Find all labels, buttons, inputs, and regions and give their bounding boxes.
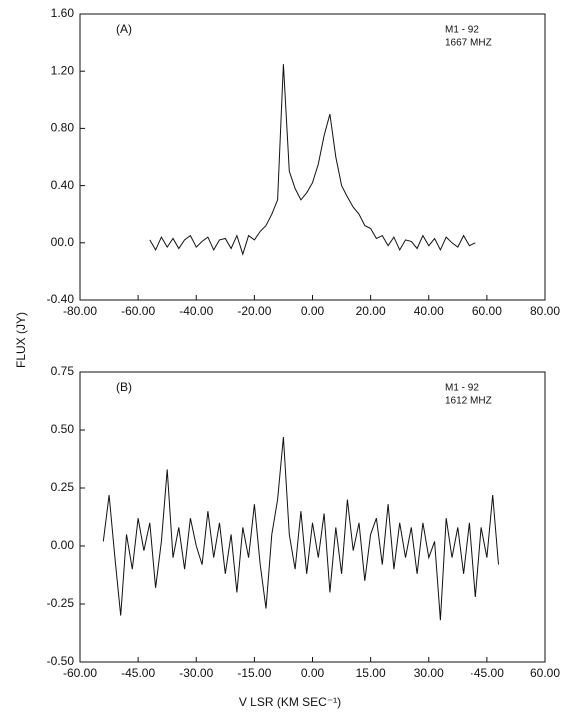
x-tick-label: 40.00 <box>414 304 444 318</box>
x-tick-label: 30.00 <box>414 666 444 680</box>
x-tick-label: 20.00 <box>356 304 386 318</box>
x-tick-label: 15.00 <box>356 666 386 680</box>
x-tick-label: 60.00 <box>530 666 560 680</box>
spectrum-line <box>149 64 476 256</box>
plot-frame <box>79 13 546 301</box>
panel-label: (A) <box>116 22 132 36</box>
x-tick-label: -80.00 <box>63 304 97 318</box>
y-tick-label: 0.40 <box>51 178 75 192</box>
y-tick-label: -0.50 <box>47 654 75 668</box>
x-tick-label: 60.00 <box>472 304 502 318</box>
y-tick-label: 00.0 <box>51 235 75 249</box>
y-tick-label: 0.75 <box>51 364 75 378</box>
y-tick-label: 0.80 <box>51 121 75 135</box>
panel-label: (B) <box>116 380 132 394</box>
y-axis-label: FLUX (JY) <box>14 312 28 368</box>
x-tick-label: 80.00 <box>530 304 560 318</box>
annotation: 1612 MHZ <box>445 396 492 407</box>
x-tick-label: -45.00 <box>121 666 155 680</box>
x-tick-label: -20.00 <box>237 304 271 318</box>
annotation: M1 - 92 <box>445 383 479 394</box>
y-tick-label: -0.40 <box>47 292 75 306</box>
plot-frame <box>79 371 546 663</box>
annotation: 1667 MHZ <box>445 38 492 49</box>
x-tick-label: 0.00 <box>301 666 325 680</box>
y-tick-label: 0.00 <box>51 538 75 552</box>
annotation: M1 - 92 <box>445 25 479 36</box>
x-tick-label: -40.00 <box>179 304 213 318</box>
x-tick-label: -60.00 <box>121 304 155 318</box>
x-tick-label: -60.00 <box>63 666 97 680</box>
x-tick-label: -15.00 <box>237 666 271 680</box>
y-tick-label: 0.50 <box>51 422 75 436</box>
x-tick-label: -30.00 <box>179 666 213 680</box>
spectrum-line <box>102 436 499 621</box>
y-tick-label: 1.60 <box>51 6 75 20</box>
x-tick-label: ·45.00 <box>470 666 504 680</box>
y-tick-label: 1.20 <box>51 63 75 77</box>
y-tick-label: -0.25 <box>47 596 75 610</box>
y-tick-label: 0.25 <box>51 480 75 494</box>
x-axis-label: V LSR (KM SEC⁻¹) <box>239 695 341 709</box>
x-tick-label: 0.00 <box>301 304 325 318</box>
